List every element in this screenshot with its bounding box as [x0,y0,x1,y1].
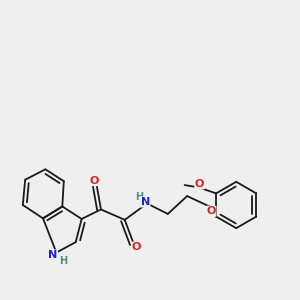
Text: N: N [48,250,57,260]
Text: O: O [89,176,99,186]
Text: O: O [206,206,216,216]
Text: H: H [59,256,67,266]
Text: O: O [195,179,204,189]
Text: N: N [141,197,150,207]
Text: O: O [132,242,141,252]
Text: H: H [135,192,143,202]
